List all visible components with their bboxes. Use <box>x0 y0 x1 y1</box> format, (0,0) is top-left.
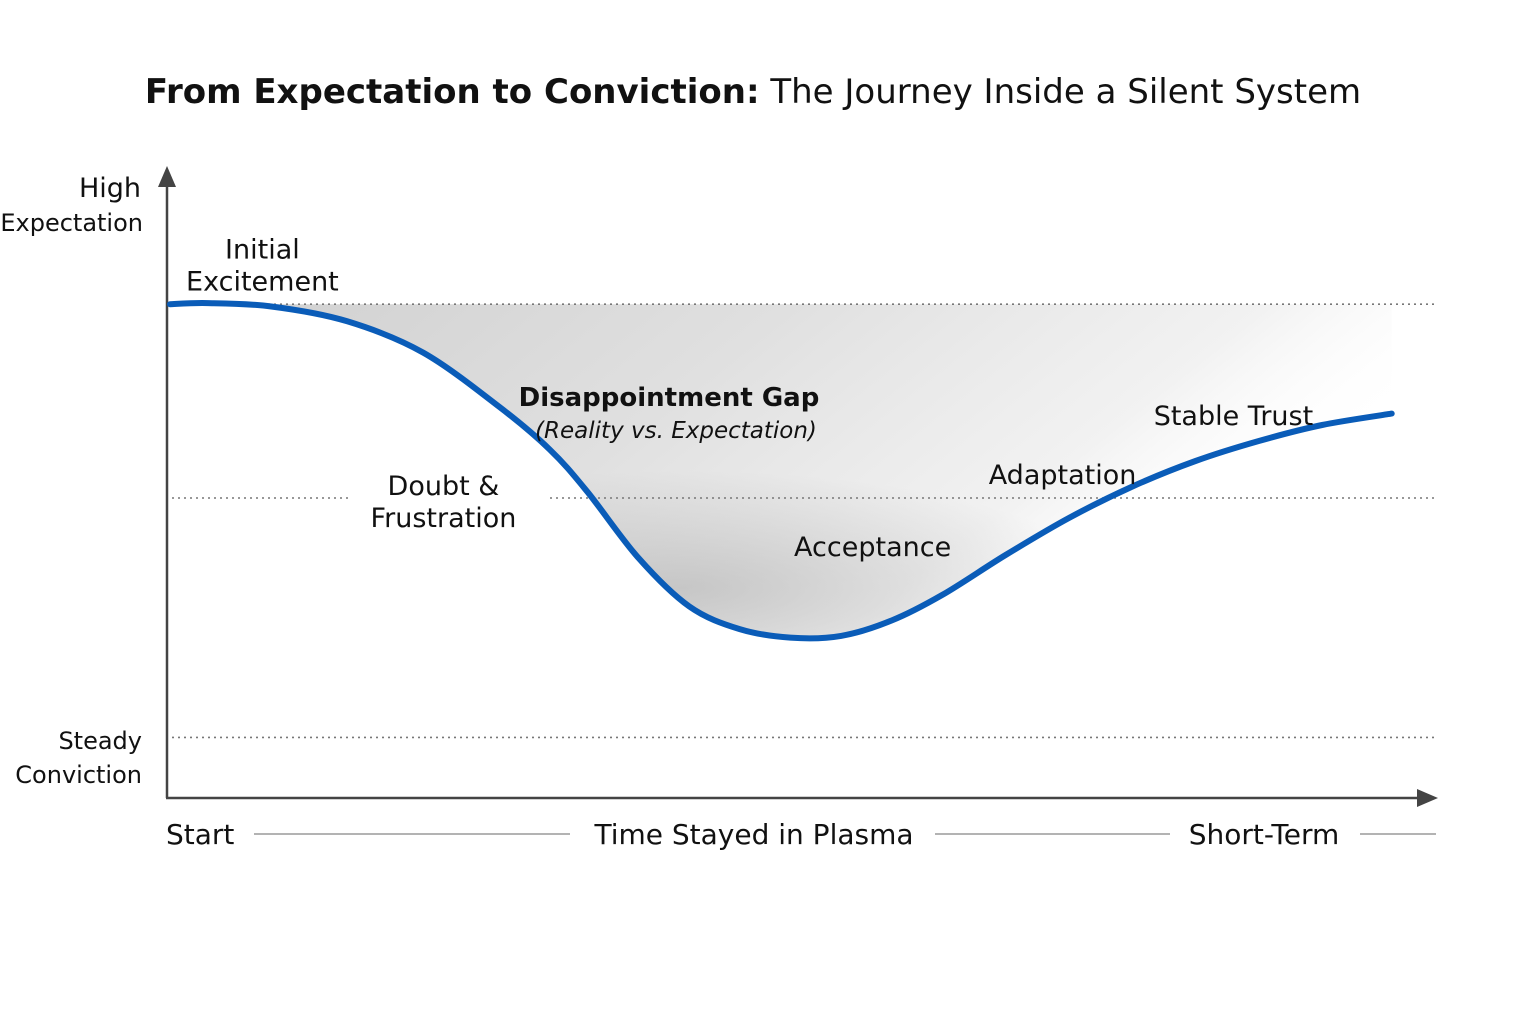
expectation-curve <box>167 300 1395 642</box>
label-stable-trust: Stable Trust <box>1154 401 1314 432</box>
x-start-label: Start <box>166 818 234 851</box>
gap-sublabel: (Reality vs. Expectation) <box>535 418 817 444</box>
x-axis-title: Time Stayed in Plasma <box>593 818 913 851</box>
label-initial-excitement: Initial Excitement <box>186 235 339 298</box>
label-acceptance-line1: Acceptance <box>794 532 951 563</box>
label-doubt-frustration-line2: Frustration <box>371 503 517 534</box>
label-acceptance: Acceptance <box>794 532 951 563</box>
label-adaptation-line1: Adaptation <box>989 460 1137 491</box>
disappointment-gap-shade <box>170 303 1392 639</box>
title-bold-part: From Expectation to Conviction: <box>145 72 760 112</box>
chart-title: From Expectation to Conviction: The Jour… <box>145 72 1361 112</box>
y-top-label-line1: High <box>79 173 141 204</box>
label-doubt-frustration-line1: Doubt & <box>388 471 500 502</box>
gap-label: Disappointment Gap <box>519 383 820 413</box>
x-end-label: Short-Term <box>1189 818 1340 851</box>
y-bottom-label-line2: Conviction <box>15 761 142 789</box>
label-doubt-frustration: Doubt & Frustration <box>371 471 517 534</box>
label-initial-excitement-line1: Initial <box>225 235 300 266</box>
y-top-label-line2: Expectation <box>0 209 143 237</box>
label-stable-trust-line1: Stable Trust <box>1154 401 1314 432</box>
stage-annotations: Initial Excitement Doubt & Frustration Accep… <box>186 235 1313 564</box>
y-bottom-label-line1: Steady <box>58 727 142 755</box>
reference-lines <box>172 303 1438 739</box>
y-axis-arrow-icon <box>158 166 176 187</box>
label-initial-excitement-line2: Excitement <box>186 267 339 298</box>
title-regular-part: The Journey Inside a Silent System <box>760 72 1362 112</box>
x-axis-arrow-icon <box>1417 789 1438 807</box>
label-adaptation: Adaptation <box>989 460 1137 491</box>
